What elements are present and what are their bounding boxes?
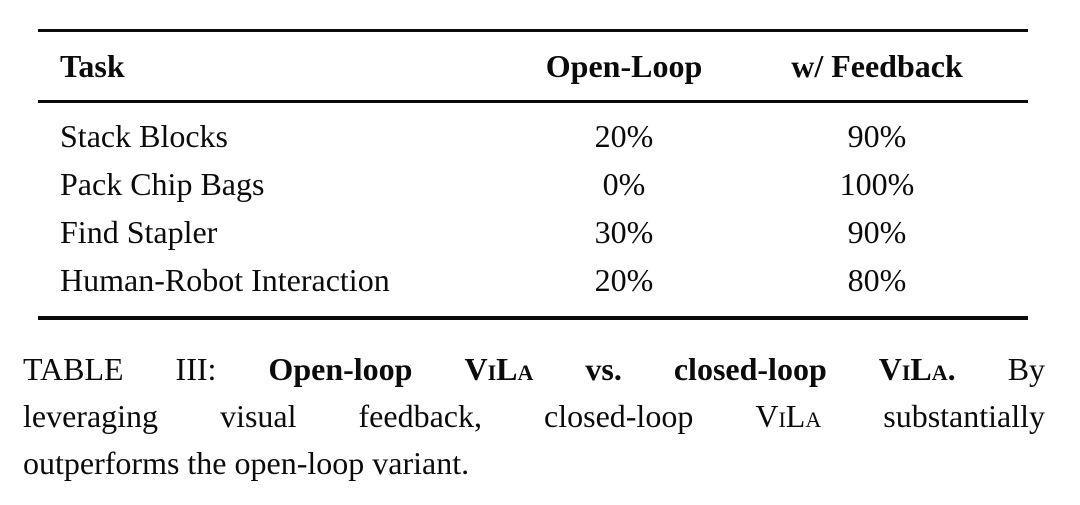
results-table: Task Open-Loop w/ Feedback Stack Blocks 2… bbox=[38, 29, 1028, 320]
caption-line: TABLE III: Open-loop ViLa vs. closed-loo… bbox=[23, 346, 1045, 393]
table-body: Stack Blocks 20% 90% Pack Chip Bags 0% 100% Fi… bbox=[38, 102, 1028, 318]
column-header-feedback: w/ Feedback bbox=[791, 47, 963, 84]
table-header: Task Open-Loop w/ Feedback bbox=[38, 30, 1028, 102]
caption-segment: ViLa bbox=[464, 351, 534, 387]
table-row: Find Stapler 30% 90% bbox=[38, 208, 1028, 256]
table-caption: TABLE III: Open-loop ViLa vs. closed-loo… bbox=[23, 346, 1045, 487]
open-loop-cell: 0% bbox=[602, 165, 646, 202]
task-cell: Find Stapler bbox=[60, 213, 218, 250]
open-loop-cell: 20% bbox=[594, 117, 654, 154]
caption-line: leveraging visual feedback, closed-loop … bbox=[23, 393, 1045, 440]
feedback-cell: 80% bbox=[847, 261, 907, 298]
feedback-cell: 90% bbox=[847, 213, 907, 250]
caption-segment: . bbox=[947, 351, 1008, 387]
table-row: Stack Blocks 20% 90% bbox=[38, 102, 1028, 161]
task-cell: Pack Chip Bags bbox=[60, 165, 265, 202]
caption-segment: ViLa bbox=[878, 351, 948, 387]
column-header-task: Task bbox=[60, 47, 125, 84]
table-row: Pack Chip Bags 0% 100% bbox=[38, 160, 1028, 208]
header-row: Task Open-Loop w/ Feedback bbox=[38, 30, 1028, 102]
open-loop-cell: 30% bbox=[594, 213, 654, 250]
column-header-open-loop: Open-Loop bbox=[545, 47, 703, 84]
caption-segment: outperforms the open-loop variant. bbox=[23, 445, 470, 481]
caption-segment: vs. closed-loop bbox=[533, 351, 879, 387]
open-loop-cell: 20% bbox=[594, 261, 654, 298]
caption-segment: substantially bbox=[821, 398, 1046, 434]
table-row: Human-Robot Interaction 20% 80% bbox=[38, 256, 1028, 318]
caption-line: outperforms the open-loop variant. bbox=[23, 440, 1045, 487]
feedback-cell: 100% bbox=[839, 165, 915, 202]
feedback-cell: 90% bbox=[847, 117, 907, 154]
caption-segment: Open-loop bbox=[268, 351, 465, 387]
caption-segment: leveraging visual feedback, closed-loop bbox=[23, 398, 756, 434]
caption-segment: TABLE III: bbox=[23, 351, 269, 387]
caption-segment: ViLa bbox=[755, 398, 822, 434]
task-cell: Stack Blocks bbox=[60, 117, 228, 154]
caption-segment: By bbox=[1007, 351, 1046, 387]
task-cell: Human-Robot Interaction bbox=[60, 261, 390, 298]
